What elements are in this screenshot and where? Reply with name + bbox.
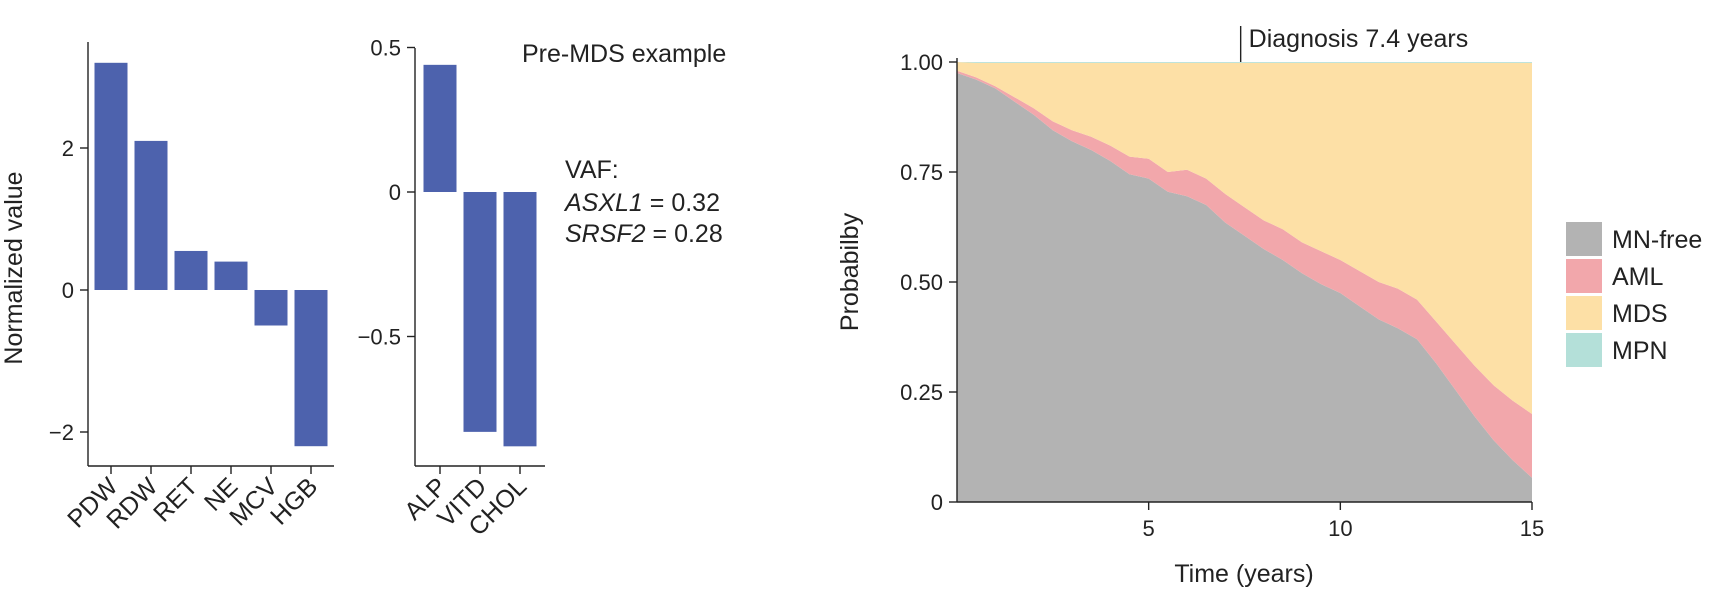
diagnosis-annotation: Diagnosis 7.4 years (1239, 25, 1469, 62)
legend-label-mds: MDS (1612, 300, 1668, 328)
bar-hgb (294, 290, 328, 447)
y-tick-label: 0.25 (900, 380, 943, 405)
p1-y-axis-label: Normalized value (0, 171, 28, 364)
vaf-line-2: SRSF2 = 0.28 (565, 220, 723, 248)
legend-swatch-mn-free (1566, 222, 1602, 256)
y-tick-label: −0.5 (358, 325, 401, 350)
x-tick-label-ret: RET (148, 472, 203, 527)
x-tick-label: 5 (1143, 516, 1155, 541)
p3-x-axis-label: Time (years) (1174, 560, 1313, 588)
legend-swatch-aml (1566, 259, 1602, 293)
legend-swatch-mpn (1566, 333, 1602, 367)
bar-ret (174, 250, 208, 290)
legend-label-mpn: MPN (1612, 337, 1668, 365)
x-tick-label: 10 (1328, 516, 1352, 541)
legend-swatch-mds (1566, 296, 1602, 330)
area-mn-free (957, 73, 1532, 502)
vaf-line-1: ASXL1 = 0.32 (563, 189, 720, 217)
x-tick-label-hgb: HGB (265, 472, 323, 530)
bar-ne (214, 261, 248, 290)
vaf-heading: VAF: (565, 156, 619, 184)
legend-label-mn-free: MN-free (1612, 226, 1702, 254)
y-tick-label: 0 (62, 278, 74, 303)
legend-label-aml: AML (1612, 263, 1664, 291)
p2-title: Pre-MDS example (522, 40, 726, 68)
bar-mcv (254, 290, 288, 326)
y-tick-label: 0 (389, 180, 401, 205)
y-tick-label: −2 (49, 420, 74, 445)
y-tick-label: 1.00 (900, 50, 943, 75)
vaf-gene-2: SRSF2 (565, 220, 646, 248)
y-tick-label: 0.5 (370, 36, 401, 61)
bar-vitd (463, 192, 497, 432)
diagnosis-label: Diagnosis 7.4 years (1249, 25, 1469, 53)
bar-chol (503, 192, 537, 447)
y-tick-label: 0 (931, 490, 943, 515)
bar-rdw (134, 140, 168, 290)
x-tick-label: 15 (1520, 516, 1544, 541)
vaf-value-2: = 0.28 (646, 220, 723, 248)
y-tick-label: 0.75 (900, 160, 943, 185)
vaf-gene-1: ASXL1 (563, 189, 643, 217)
legend: MN-free AML MDS MPN (1566, 222, 1702, 367)
y-tick-label: 2 (62, 136, 74, 161)
y-tick-label: 0.50 (900, 270, 943, 295)
bar-pdw (94, 62, 128, 290)
vaf-value-1: = 0.32 (643, 189, 720, 217)
bar-alp (423, 64, 457, 192)
area-mpn (957, 62, 1532, 63)
p3-y-axis-label: Probabilby (836, 212, 864, 331)
stacked-probability-area-chart: 5 10 15 0 0.25 0.50 0.75 1.00 Time (years) Prob… (836, 25, 1702, 588)
area-mds (957, 62, 1532, 414)
